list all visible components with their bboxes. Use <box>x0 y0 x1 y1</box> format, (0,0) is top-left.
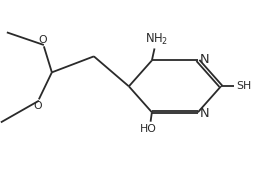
Text: N: N <box>200 107 209 120</box>
Text: SH: SH <box>237 81 252 91</box>
Text: N: N <box>200 52 209 65</box>
Text: O: O <box>33 101 42 111</box>
Text: NH$_2$: NH$_2$ <box>145 32 169 47</box>
Text: O: O <box>38 35 47 45</box>
Text: HO: HO <box>139 124 156 134</box>
